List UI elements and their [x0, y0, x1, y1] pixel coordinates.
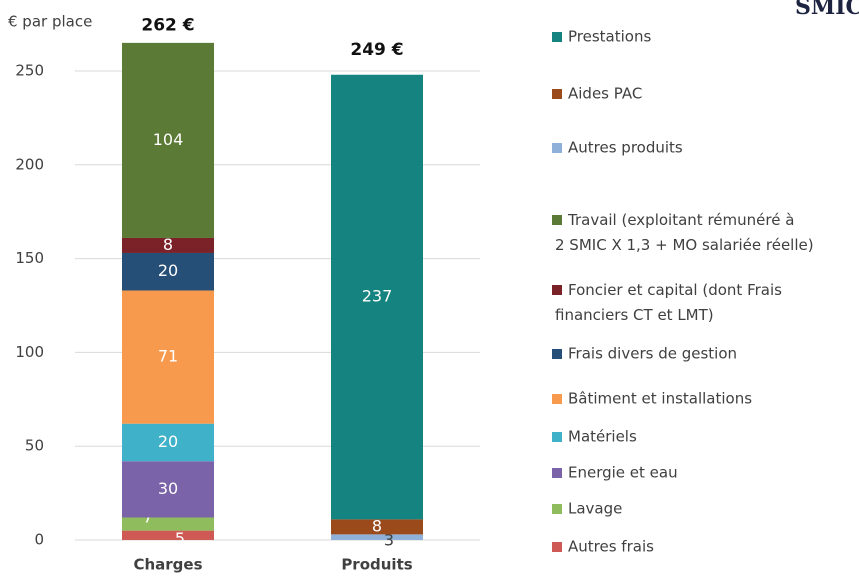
legend-swatch — [552, 89, 562, 99]
legend-label: Aides PAC — [568, 85, 642, 103]
total-label: 262 € — [141, 15, 194, 35]
bar-segment — [122, 252, 214, 291]
data-label: 5 — [175, 529, 185, 548]
data-label: 104 — [153, 130, 184, 149]
legend-label: Autres produits — [568, 139, 683, 157]
x-tick-label: Produits — [341, 556, 412, 574]
bar-segment — [331, 534, 423, 540]
chart-title: SMIC/UM — [795, 0, 859, 20]
y-axis-label: € par place — [8, 13, 92, 31]
bar-segment — [122, 423, 214, 462]
bar-segment — [122, 517, 214, 531]
bar-segment — [331, 519, 423, 535]
data-label: 3 — [384, 531, 394, 550]
legend-label: Frais divers de gestion — [568, 345, 737, 363]
legend-label: Lavage — [568, 500, 622, 518]
legend-swatch — [552, 349, 562, 359]
legend-label: Matériels — [568, 428, 637, 446]
y-tick-label: 50 — [25, 437, 44, 455]
legend-swatch — [552, 32, 562, 42]
y-tick-label: 150 — [15, 249, 44, 267]
legend-label: Prestations — [568, 28, 651, 46]
data-label: 237 — [362, 287, 393, 306]
y-tick-label: 100 — [15, 343, 44, 361]
data-label: 30 — [158, 479, 178, 498]
legend-swatch — [552, 468, 562, 478]
legend-label: Bâtiment et installations — [568, 390, 752, 408]
legend-label: Foncier et capital (dont Frais financiers… — [555, 281, 782, 324]
data-label: 71 — [158, 347, 178, 366]
legend-swatch — [552, 504, 562, 514]
y-tick-label: 250 — [15, 62, 44, 80]
legend-swatch — [552, 432, 562, 442]
x-tick-label: Charges — [133, 556, 202, 574]
data-label: 20 — [158, 261, 178, 280]
bar-segment — [331, 74, 423, 520]
data-label: 20 — [158, 432, 178, 451]
y-tick-label: 0 — [34, 531, 44, 549]
legend-swatch — [552, 285, 562, 295]
data-label: 8 — [372, 516, 382, 535]
legend-label: Energie et eau — [568, 464, 678, 482]
legend-swatch — [552, 542, 562, 552]
total-label: 249 € — [350, 40, 403, 60]
bar-segment — [122, 237, 214, 253]
data-label: 8 — [163, 235, 173, 254]
bar-segment — [122, 42, 214, 238]
y-tick-label: 200 — [15, 155, 44, 173]
bar-segment — [122, 530, 214, 540]
bar-segment — [122, 461, 214, 518]
legend-swatch — [552, 143, 562, 153]
legend-label: Autres frais — [568, 538, 654, 556]
legend-swatch — [552, 394, 562, 404]
legend-swatch — [552, 215, 562, 225]
bar-segment — [122, 290, 214, 424]
